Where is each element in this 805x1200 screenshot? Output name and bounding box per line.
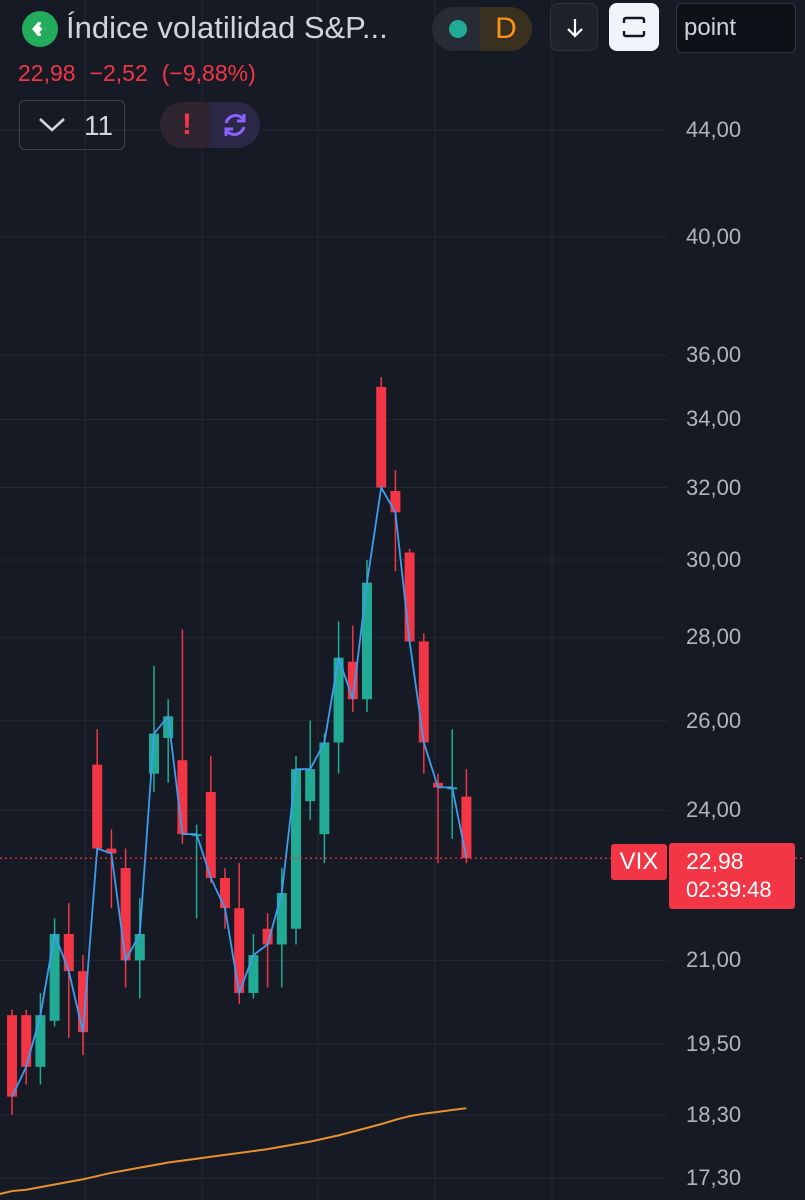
candle-body [7, 1015, 17, 1097]
chart-type-input[interactable] [676, 3, 796, 53]
price-scale-label: 32,00 [686, 474, 742, 500]
chart-header: Índice volatilidad S&P... D 22,98 −2,52 (−… [0, 0, 805, 160]
fullscreen-icon [622, 16, 646, 38]
candle-body [205, 791, 216, 878]
chart-grid [0, 0, 668, 1200]
moving-average-layer [0, 1107, 467, 1195]
download-button[interactable] [550, 3, 598, 51]
candle-body [376, 386, 387, 488]
candle-body [49, 933, 60, 1021]
price-scale-label: 28,00 [686, 624, 742, 650]
symbol-logo-icon[interactable] [22, 11, 58, 47]
price-scale-label: 30,00 [686, 546, 742, 572]
last-price-text: 22,98 [18, 60, 76, 86]
price-scale-label: 40,00 [686, 224, 742, 249]
price-scale-label: 21,00 [686, 947, 742, 973]
candle-body [78, 971, 88, 1033]
price-scale-label: 17,30 [686, 1165, 742, 1190]
candle-body [177, 760, 188, 835]
market-status-pill[interactable]: D [432, 7, 532, 51]
price-scale-label: 19,50 [686, 1030, 742, 1056]
symbol-title[interactable]: Índice volatilidad S&P... [66, 10, 388, 45]
candle-body [220, 877, 230, 909]
last-price-box: 22,98 02:39:48 [669, 843, 795, 909]
sync-button[interactable] [210, 102, 260, 148]
candle-body [149, 733, 159, 774]
symbol-price-tag: VIX [611, 844, 667, 880]
candle-body [163, 716, 174, 739]
market-open-dot-icon [449, 20, 467, 38]
candle-body [262, 928, 273, 945]
candle-body [305, 769, 316, 802]
price-scale-label: 26,00 [686, 707, 742, 733]
candle-body [21, 1015, 32, 1067]
candle-body [276, 892, 287, 945]
bar-countdown: 02:39:48 [686, 877, 772, 902]
candle-body [347, 661, 358, 700]
candle-body [106, 848, 117, 854]
candle-body [461, 796, 472, 859]
indicator-count: 11 [84, 110, 114, 141]
candle-body [134, 933, 145, 961]
change-percent-text: (−9,88%) [161, 60, 256, 86]
candle-body [404, 552, 415, 642]
price-scale-label: 44,00 [686, 117, 742, 142]
price-scale-label: 18,30 [686, 1101, 742, 1127]
candle-body [319, 742, 330, 835]
last-price-label: 22,98 [686, 848, 744, 874]
sync-icon [224, 114, 246, 136]
candle-body [35, 1015, 46, 1067]
price-scale-label: 34,00 [686, 406, 742, 432]
candle-body [63, 933, 74, 972]
candle-body [390, 491, 401, 513]
candle-body [418, 641, 429, 743]
arrow-down-icon [567, 19, 583, 38]
candles-layer [7, 377, 472, 1115]
fullscreen-button[interactable] [609, 3, 659, 51]
close-line-layer [11, 484, 468, 1098]
data-status-pill[interactable]: ! [160, 102, 260, 148]
candle-body [234, 908, 245, 993]
price-scale-label: 36,00 [686, 342, 742, 368]
candle-body [291, 769, 301, 929]
candle-body [333, 657, 344, 743]
moving-average-line [0, 1107, 467, 1195]
chevron-down-icon [39, 118, 65, 132]
indicators-toggle-button[interactable]: 11 [19, 100, 125, 150]
candle-body [362, 582, 372, 700]
interval-label[interactable]: D [480, 7, 532, 51]
candle-body [92, 764, 103, 849]
price-change-line: 22,98 −2,52 (−9,88%) [18, 60, 270, 87]
candle-body [120, 868, 131, 961]
warning-icon[interactable]: ! [182, 108, 192, 141]
candle-body [248, 955, 259, 993]
close-price-line [11, 484, 468, 1098]
change-text: −2,52 [89, 60, 148, 86]
price-scale-label: 24,00 [686, 797, 742, 823]
